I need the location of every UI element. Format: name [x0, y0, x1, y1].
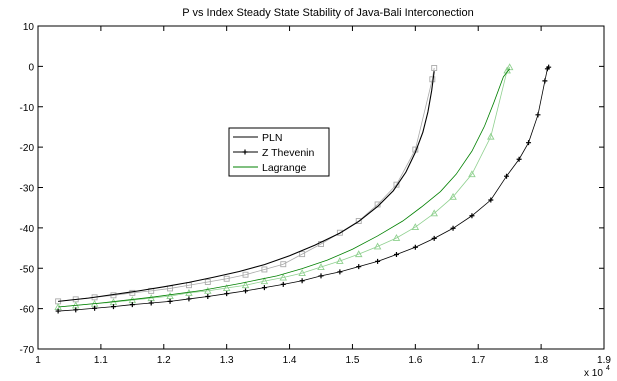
x-multiplier-exponent: 4	[606, 365, 610, 372]
data-point-z-thevenin	[318, 273, 324, 279]
data-point-z-thevenin	[542, 78, 548, 84]
series-pln	[58, 71, 435, 302]
data-point-series-3	[129, 289, 136, 296]
data-point-z-thevenin	[488, 197, 494, 203]
series-series-3	[55, 65, 438, 305]
legend-marker-z-thevenin	[242, 149, 248, 155]
x-tick-label: 1.3	[220, 355, 234, 366]
data-point-z-thevenin	[546, 64, 552, 70]
data-point-z-thevenin	[356, 264, 362, 270]
data-point-z-thevenin	[205, 294, 211, 300]
y-tick-label: 0	[28, 62, 34, 73]
data-point-z-thevenin	[393, 252, 399, 258]
series-lagrange	[58, 68, 510, 308]
data-point-z-thevenin	[516, 156, 522, 162]
data-point-series-4	[505, 63, 514, 71]
data-point-z-thevenin	[110, 304, 116, 310]
data-point-z-thevenin	[469, 213, 475, 219]
x-tick-label: 1.2	[157, 355, 171, 366]
data-point-z-thevenin	[504, 173, 510, 179]
x-tick-label: 1.8	[534, 355, 548, 366]
series-line-pln	[58, 71, 435, 302]
data-point-z-thevenin	[224, 291, 230, 297]
legend-label-lagrange: Lagrange	[262, 162, 307, 174]
data-point-z-thevenin	[299, 278, 305, 284]
data-point-series-3	[431, 65, 438, 71]
data-point-z-thevenin	[431, 235, 437, 241]
data-point-z-thevenin	[129, 302, 135, 308]
data-point-z-thevenin	[337, 269, 343, 275]
data-point-series-4	[222, 284, 231, 291]
y-tick-label: -70	[20, 345, 35, 356]
chart-title: P vs Index Steady State Stability of Jav…	[182, 7, 473, 19]
x-tick-label: 1.1	[94, 355, 108, 366]
x-tick-label: 1.5	[345, 355, 359, 366]
data-point-series-4	[298, 269, 306, 277]
data-point-z-thevenin	[450, 225, 456, 231]
x-multiplier-label: x 10	[584, 368, 603, 379]
data-point-series-4	[354, 250, 363, 258]
y-tick-label: 10	[23, 22, 35, 33]
data-point-series-4	[487, 132, 495, 140]
data-point-series-4	[204, 286, 212, 294]
data-point-series-3	[223, 275, 230, 282]
legend-label-pln: PLN	[262, 132, 282, 144]
x-axis: 1 1.1 1.2 1.3 1.4 1.5 1.6 1.7 1.8 1.9	[35, 26, 611, 366]
data-point-series-4	[392, 234, 401, 241]
data-point-series-4	[411, 223, 420, 231]
series-layer	[54, 63, 552, 314]
y-tick-label: -50	[20, 264, 35, 275]
data-point-z-thevenin	[261, 285, 267, 291]
data-point-series-4	[449, 192, 457, 200]
data-point-series-4	[166, 292, 174, 300]
data-point-z-thevenin	[55, 308, 61, 314]
data-point-series-3	[299, 251, 306, 258]
data-point-series-4	[279, 273, 288, 281]
x-tick-label: 1.6	[408, 355, 422, 366]
data-point-z-thevenin	[243, 288, 249, 294]
data-point-z-thevenin	[186, 296, 192, 302]
data-point-z-thevenin	[167, 298, 173, 304]
data-point-series-4	[373, 242, 382, 250]
x-tick-label: 1	[35, 355, 41, 366]
y-tick-label: -40	[20, 224, 35, 235]
data-point-z-thevenin	[92, 305, 98, 311]
x-tick-label: 1.9	[597, 355, 611, 366]
data-point-series-4	[336, 257, 344, 264]
data-point-z-thevenin	[73, 307, 79, 313]
series-z-thevenin	[55, 64, 552, 314]
y-axis: 10 0 -10 -20 -30 -40 -50 -60 -70	[20, 22, 604, 356]
data-point-z-thevenin	[148, 300, 154, 306]
y-tick-label: -60	[20, 305, 35, 316]
data-point-series-3	[261, 266, 268, 273]
data-point-z-thevenin	[412, 244, 418, 250]
x-multiplier: x 10 4	[584, 365, 610, 379]
data-point-series-3	[355, 218, 362, 224]
data-point-series-3	[204, 279, 211, 285]
data-point-series-4	[468, 170, 476, 178]
data-point-series-4	[430, 209, 438, 217]
data-point-series-4	[317, 263, 325, 270]
x-tick-label: 1.4	[283, 355, 297, 366]
y-tick-label: -10	[20, 103, 35, 114]
data-point-series-3	[280, 261, 287, 268]
data-point-series-3	[336, 229, 343, 236]
series-line-lagrange	[58, 68, 510, 308]
data-point-series-3	[318, 241, 324, 247]
y-tick-label: -20	[20, 143, 35, 154]
data-point-series-3	[393, 181, 400, 188]
data-point-z-thevenin	[375, 258, 381, 264]
series-line-series-3	[58, 67, 435, 302]
data-point-series-4	[260, 277, 269, 285]
x-tick-label: 1.7	[471, 355, 485, 366]
y-tick-label: -30	[20, 184, 35, 195]
legend: PLN Z Thevenin Lagrange	[228, 127, 330, 177]
data-point-series-3	[242, 271, 249, 278]
data-point-z-thevenin	[280, 281, 286, 287]
legend-label-z-thevenin: Z Thevenin	[262, 147, 314, 159]
data-point-z-thevenin	[526, 140, 532, 146]
data-point-z-thevenin	[535, 112, 541, 118]
data-point-series-4	[241, 281, 250, 289]
